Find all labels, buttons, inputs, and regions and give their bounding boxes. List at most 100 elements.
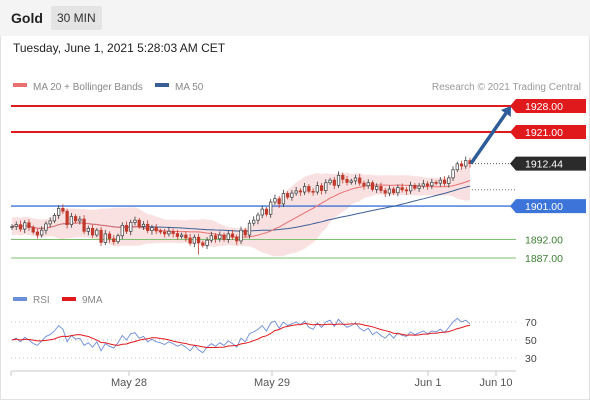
candle-body [57,207,61,216]
candle-body [154,227,158,232]
candle [48,217,52,228]
candle [252,216,256,226]
candle [23,220,27,234]
candle-body [222,234,226,240]
candle-body [95,229,99,236]
candle [434,180,438,186]
x-tick-label-2: Jun 1 [415,377,442,389]
candle [396,184,400,197]
candle-body [413,184,417,189]
candle-body [40,229,44,236]
candle-body [311,190,315,193]
candle [205,237,209,249]
candle-body [167,230,171,235]
candle [358,173,362,186]
candle [290,190,294,201]
candle [281,189,286,207]
candle [247,220,252,239]
candle [294,186,298,196]
candle-body [35,231,40,236]
candle-body [434,182,438,184]
candle [150,224,154,235]
candle-body [319,185,324,191]
level-label-3: 1892.00 [525,234,563,246]
last-price-label: 1912.44 [525,159,563,171]
candle-body [31,227,35,233]
candle-body [78,218,82,222]
candle-body [205,239,209,246]
level-labels: 1928.00 1921.00 1901.00 1892.00 1887.00 1912.… [472,99,586,265]
rsi-ma-line [11,322,471,348]
candle [383,187,387,198]
candle-body [451,169,455,179]
candle-body [455,163,459,171]
rsi-panel: 70 50 30 [11,317,537,365]
level-label-2: 1901.00 [525,201,563,213]
candle [379,182,383,194]
candle-body [315,185,319,193]
rsi-line [11,317,471,354]
candle-body [48,220,52,225]
candle [235,234,239,245]
candle-body [196,236,201,244]
candle [35,228,40,239]
candle [438,177,442,187]
candle [44,221,48,235]
level-tag-0 [510,99,586,113]
candle-body [345,179,349,183]
candle-body [358,177,362,184]
candle-body [336,174,341,186]
candle [192,234,196,248]
candle-body [192,236,196,244]
header-bar: Gold 30 MIN [0,0,590,36]
candle [107,231,112,243]
candle-body [158,230,163,233]
candle-body [141,223,146,227]
instrument-title: Gold [11,10,43,26]
candle [40,226,44,238]
candle [392,186,396,195]
candle [230,229,235,240]
candle-body [247,222,252,236]
candle-body [65,210,69,225]
candle [213,233,218,243]
candle-body [137,219,141,227]
x-tick-label-0: May 28 [111,377,147,389]
candle [196,233,201,255]
candle-body [362,182,366,187]
candle [78,215,82,225]
candle [73,214,78,224]
ma50-legend-swatch [155,83,169,87]
candle-body [438,179,442,184]
candle [451,166,455,182]
rsi-tick-label-2: 30 [525,353,537,365]
candle-body [150,227,154,231]
candle [141,221,146,231]
candle-body [302,186,307,193]
candle-body [226,233,230,240]
candle [86,225,90,236]
x-tick-label-1: May 29 [254,377,290,389]
candle-body [235,236,239,242]
candle-body [252,219,256,224]
candle [10,224,14,230]
candle-body [99,229,103,243]
candle-body [90,227,95,236]
rsi-legend-label: RSI [33,295,50,306]
ma20-legend-swatch [13,83,27,87]
candle [129,219,133,236]
candle-body [27,222,31,228]
candle [243,227,247,238]
target-arrow-head [500,106,511,117]
timeframe-badge[interactable]: 30 MIN [51,6,102,30]
candle-body [171,230,175,234]
candle-body [256,214,260,221]
candle-body [307,186,311,192]
candle-body [133,219,137,223]
candle [353,174,358,185]
candle-body [107,233,112,240]
candle-body [269,201,273,215]
candle-body [349,180,353,183]
candle [171,228,175,238]
candle [112,235,116,245]
